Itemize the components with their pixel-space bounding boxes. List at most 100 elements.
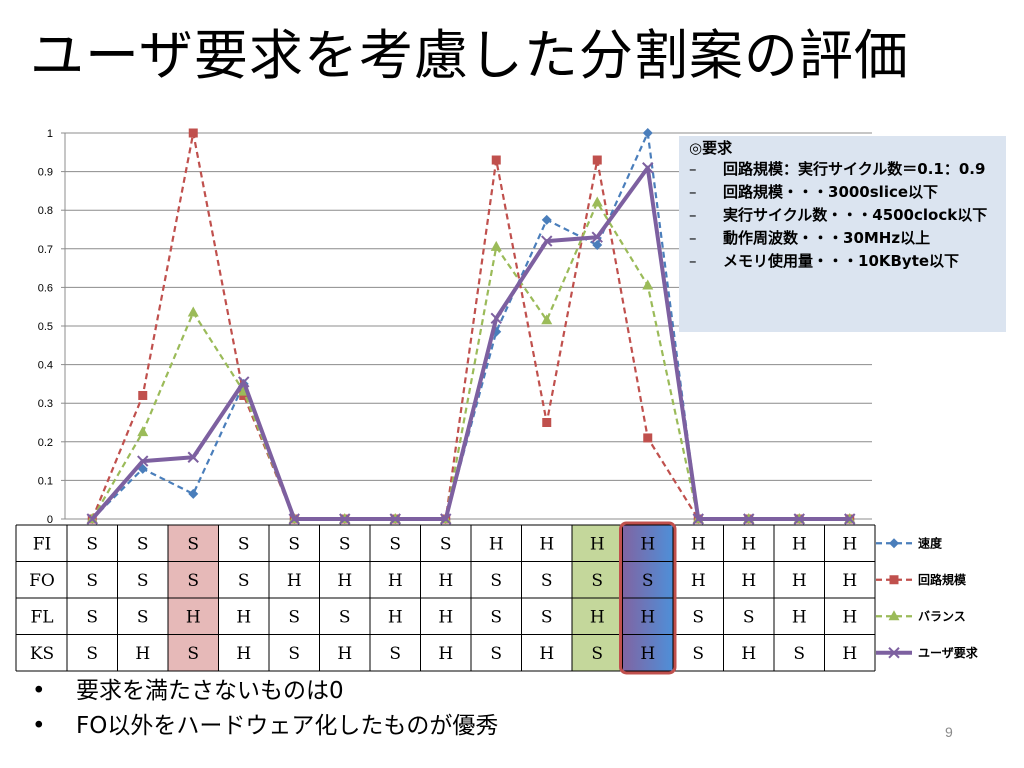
table-cell: H (792, 571, 807, 591)
data-point (490, 240, 502, 251)
table-cell: S (692, 607, 704, 627)
legend-label: 速度 (918, 535, 943, 550)
marker-stroke (86, 513, 98, 525)
requirement-text: 回路規模：実行サイクル数＝0.1：0.9 (723, 160, 986, 178)
table-cell: S (743, 607, 755, 627)
requirement-dash: – (689, 206, 697, 224)
data-point (339, 513, 351, 525)
table-cell: H (337, 644, 352, 664)
data-point (642, 128, 653, 138)
data-point (642, 279, 654, 290)
marker-stroke (137, 455, 149, 467)
requirement-dash: – (689, 160, 697, 178)
data-point (542, 418, 552, 427)
marker-stroke (844, 513, 856, 525)
marker-stroke (888, 647, 900, 659)
table-cell: S (288, 644, 300, 664)
table-cell: S (238, 571, 250, 591)
table-cell: S (86, 571, 98, 591)
table-cell: S (440, 534, 452, 554)
table-cell: S (187, 534, 199, 554)
data-point (440, 513, 452, 525)
y-tick-label: 0.5 (38, 321, 53, 333)
requirement-item: – 回路規模：実行サイクル数＝0.1：0.9 (689, 160, 996, 179)
table-cell: S (187, 571, 199, 591)
data-point (138, 390, 148, 400)
marker-stroke (642, 162, 654, 174)
table-cell: H (438, 607, 453, 627)
table-cell: S (86, 607, 98, 627)
table-cell: H (135, 644, 150, 664)
marker-stroke (389, 513, 401, 525)
table-cell: H (388, 607, 403, 627)
table-cell: H (792, 534, 807, 554)
data-point (188, 488, 199, 499)
table-cell: H (842, 534, 857, 554)
data-point (642, 162, 654, 174)
y-tick-label: 0.4 (38, 360, 53, 372)
legend-entry: ユーザ要求 (876, 645, 979, 660)
marker-stroke (288, 513, 300, 525)
y-tick-label: 1 (47, 128, 53, 140)
data-point (591, 231, 603, 243)
y-tick-label: 0.7 (38, 244, 53, 256)
table-cell: S (793, 644, 805, 664)
data-point (541, 235, 553, 247)
bullet-item: • FO以外をハードウェア化したものが優秀 (32, 709, 932, 744)
slide-title: ユーザ要求を考慮した分割案の評価 (30, 24, 909, 87)
requirement-text: メモリ使用量・・・10KByte以下 (723, 252, 960, 270)
series-line (91, 201, 850, 521)
requirement-item: – メモリ使用量・・・10KByte以下 (689, 252, 996, 271)
bullet-item: • 要求を満たさないものは0 (32, 674, 932, 709)
table-cell: H (236, 644, 251, 664)
bullet-text: FO以外をハードウェア化したものが優秀 (76, 713, 499, 739)
data-point (86, 513, 98, 525)
table-cell: S (490, 607, 502, 627)
data-point (137, 455, 149, 467)
y-tick-label: 0.8 (38, 205, 53, 217)
table-cell: H (741, 644, 756, 664)
table-cell: S (339, 607, 351, 627)
legend-marker (889, 575, 899, 585)
data-point (187, 451, 199, 463)
requirement-text: 実行サイクル数・・・4500clock以下 (723, 206, 988, 224)
table-cell: H (388, 571, 403, 591)
table-cell: S (137, 534, 149, 554)
data-point (490, 312, 502, 324)
legend-label: バランス (918, 609, 966, 623)
data-point (288, 513, 300, 525)
table-cell: H (741, 534, 756, 554)
table-cell: H (741, 571, 756, 591)
data-point (643, 433, 653, 443)
data-point (592, 155, 602, 165)
table-cell: H (539, 534, 554, 554)
legend-entry: バランス (876, 609, 966, 623)
marker-stroke (541, 235, 553, 247)
table-cell: H (438, 644, 453, 664)
bullet-symbol: • (32, 713, 46, 739)
table-row-label: KS (30, 644, 54, 664)
data-point (743, 513, 755, 525)
table-cell: H (337, 571, 352, 591)
marker-stroke (187, 451, 199, 463)
table-cell: S (642, 571, 654, 591)
table-cell: H (640, 644, 655, 664)
marker-stroke (591, 231, 603, 243)
legend-entry: 回路規模 (876, 572, 967, 587)
requirement-dash: – (689, 229, 697, 247)
table-cell: S (541, 571, 553, 591)
data-point (591, 196, 603, 207)
page-number: 9 (945, 724, 953, 740)
marker-stroke (440, 513, 452, 525)
data-point (238, 376, 250, 388)
highlight-outline (619, 521, 677, 675)
legend-entry: 速度 (876, 535, 943, 550)
legend-label: 回路規模 (918, 572, 967, 587)
table-row-label: FO (29, 571, 55, 591)
data-point (137, 426, 149, 437)
data-point (187, 306, 199, 317)
table-cell: H (640, 534, 655, 554)
requirement-item: – 回路規模・・・3000slice以下 (689, 183, 996, 202)
table-cell: S (591, 571, 603, 591)
